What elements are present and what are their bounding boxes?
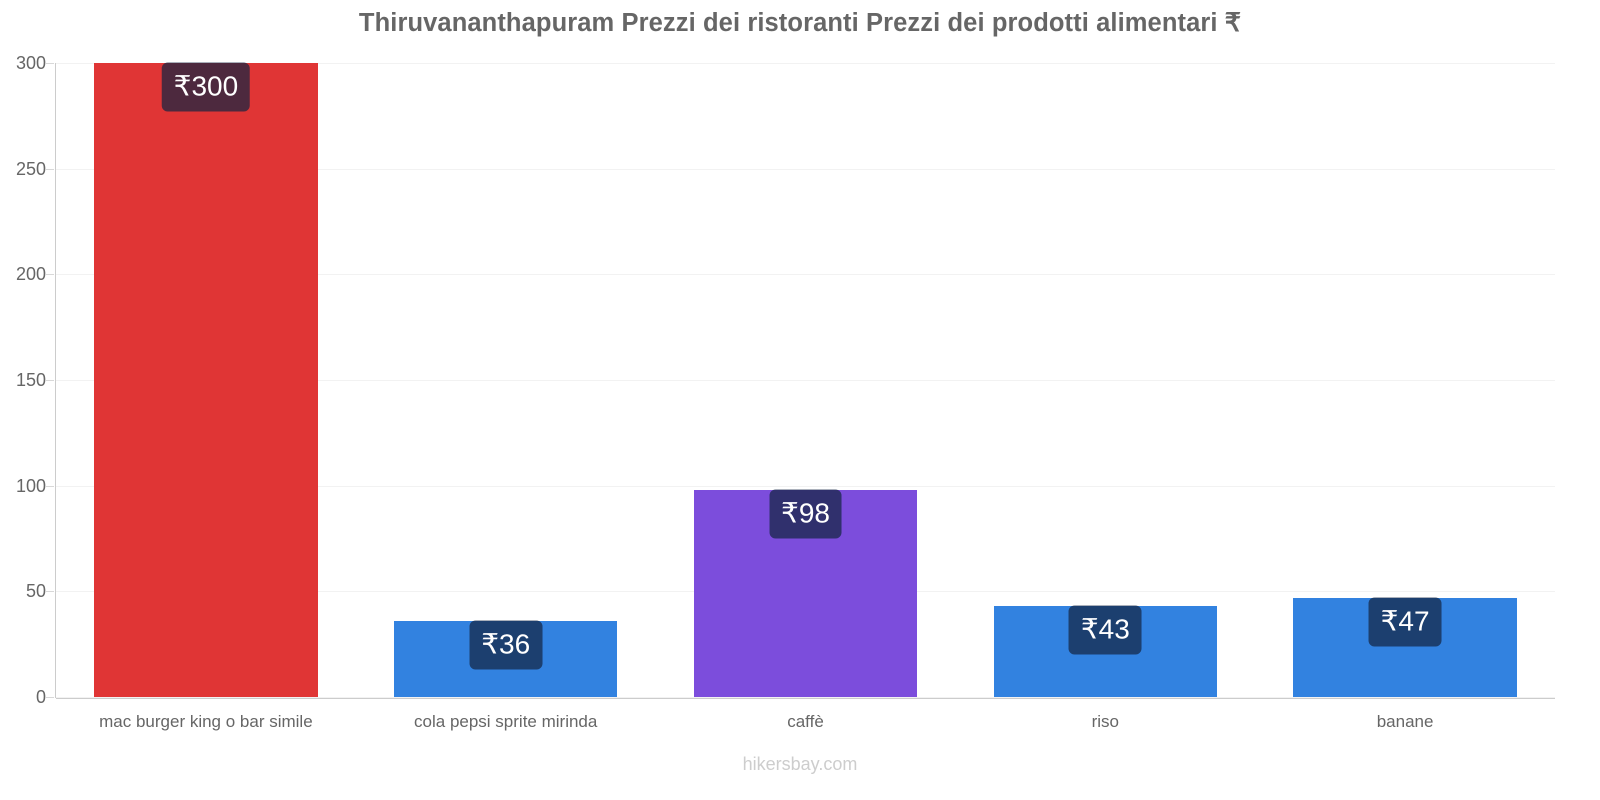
x-axis-label: banane: [1376, 712, 1434, 731]
y-tick-label: 0: [35, 687, 46, 707]
grid-line: [56, 380, 1555, 381]
bar[interactable]: [94, 63, 318, 697]
y-tick-mark: [46, 168, 54, 170]
x-axis-category-labels: mac burger king o bar simile cola pepsi s…: [56, 712, 1555, 738]
y-axis-ticks: 0 50 100 150 200 250 300: [0, 54, 54, 706]
grid-line: [56, 168, 1555, 170]
bar-value-label: ₹36: [469, 620, 543, 670]
y-tick-label: 100: [15, 475, 46, 496]
y-tick-mark: [46, 63, 54, 64]
y-tick-mark: [46, 485, 54, 487]
bar-value-label: ₹47: [1368, 597, 1442, 647]
y-tick-label: 300: [15, 53, 46, 73]
bar-value-label: ₹300: [161, 62, 251, 112]
grid-line: [56, 485, 1555, 487]
grid-line: [56, 697, 1555, 698]
y-tick-mark: [46, 274, 54, 276]
y-axis-line: [55, 63, 56, 698]
x-axis-label: mac burger king o bar simile: [99, 712, 313, 731]
x-axis-label: caffè: [787, 712, 824, 731]
bar-value-label: ₹43: [1068, 605, 1142, 655]
y-tick-label: 250: [15, 158, 46, 179]
grid-line: [56, 63, 1555, 64]
bar-value-label: ₹98: [769, 489, 842, 539]
y-tick-mark: [46, 591, 54, 593]
plot-area: ₹300 ₹36 ₹98 ₹43 ₹47: [56, 62, 1555, 698]
x-axis-label: riso: [1091, 712, 1119, 731]
y-tick-mark: [46, 380, 54, 381]
y-tick-mark: [46, 697, 54, 698]
x-axis-label: cola pepsi sprite mirinda: [414, 712, 598, 731]
x-axis-line: [56, 697, 1555, 699]
y-tick-label: 150: [15, 370, 46, 390]
y-tick-label: 200: [15, 264, 46, 285]
y-tick-label: 50: [25, 581, 46, 602]
watermark: hikersbay.com: [742, 754, 858, 774]
grid-line: [56, 274, 1555, 276]
chart-title: Thiruvananthapuram Prezzi dei ristoranti…: [358, 9, 1242, 37]
